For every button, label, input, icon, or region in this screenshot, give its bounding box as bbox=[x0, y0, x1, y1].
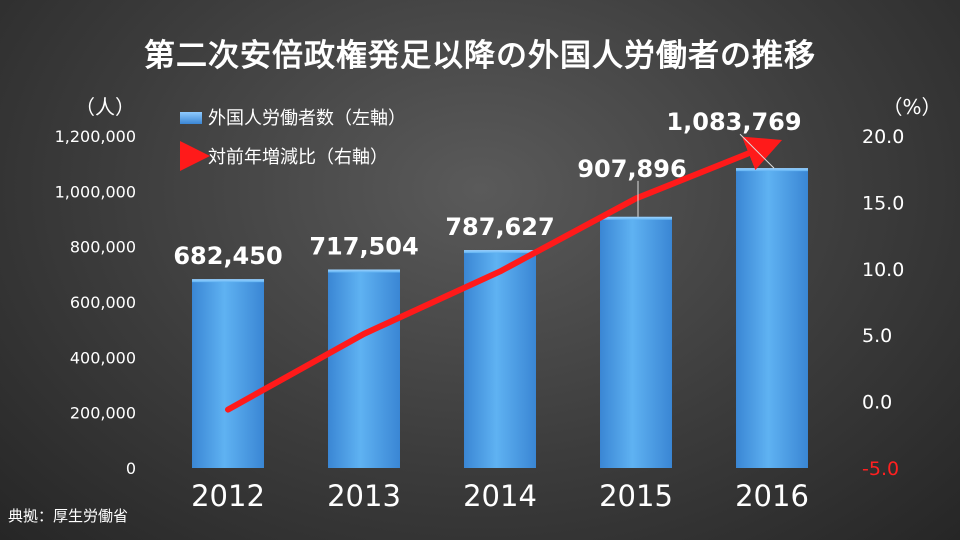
bar-data-label: 907,896 bbox=[577, 155, 686, 183]
left-tick-label: 200,000 bbox=[70, 404, 136, 423]
bar-data-label: 682,450 bbox=[173, 242, 282, 270]
bar bbox=[464, 250, 536, 468]
bar-data-label: 1,083,769 bbox=[666, 108, 801, 136]
left-tick-label: 0 bbox=[126, 459, 136, 478]
left-axis-unit-label: （人） bbox=[75, 95, 135, 119]
bar-highlight bbox=[328, 269, 400, 273]
left-tick-label: 1,200,000 bbox=[55, 127, 136, 146]
left-axis: 0 200,000 400,000 600,000 800,000 1,000,000 1,… bbox=[55, 127, 136, 478]
right-axis-unit-label: （%） bbox=[882, 95, 941, 119]
right-tick-label: 15.0 bbox=[862, 192, 904, 214]
legend: 外国人労働者数（左軸） 対前年増減比（右軸） bbox=[179, 108, 406, 171]
right-tick-label: 0.0 bbox=[862, 392, 892, 414]
chart-title: 第二次安倍政権発足以降の外国人労働者の推移 bbox=[144, 38, 816, 74]
bar-series bbox=[192, 168, 808, 469]
right-axis: -5.0 0.0 5.0 10.0 15.0 20.0 bbox=[862, 126, 904, 480]
legend-bar-label: 外国人労働者数（左軸） bbox=[208, 108, 406, 129]
data-labels: 682,450 717,504 787,627 907,896 1,083,769 bbox=[173, 108, 801, 270]
bar bbox=[736, 168, 808, 469]
x-tick-label: 2016 bbox=[735, 479, 809, 513]
bar-highlight bbox=[600, 216, 672, 220]
left-tick-label: 600,000 bbox=[70, 293, 136, 312]
source-note: 典拠：厚生労働省 bbox=[8, 507, 129, 525]
left-tick-label: 800,000 bbox=[70, 238, 136, 257]
data-label-leader bbox=[739, 133, 775, 169]
left-tick-label: 400,000 bbox=[70, 348, 136, 367]
x-tick-label: 2014 bbox=[463, 479, 537, 513]
bar-highlight bbox=[464, 250, 536, 254]
x-tick-label: 2012 bbox=[191, 479, 265, 513]
x-axis: 2012 2013 2014 2015 2016 bbox=[191, 479, 809, 513]
right-tick-label: 10.0 bbox=[862, 259, 904, 281]
x-tick-label: 2015 bbox=[599, 479, 673, 513]
bar-highlight bbox=[736, 168, 808, 172]
left-tick-label: 1,000,000 bbox=[55, 182, 136, 201]
bar bbox=[600, 216, 672, 468]
legend-line-label: 対前年増減比（右軸） bbox=[208, 147, 388, 168]
bar bbox=[192, 279, 264, 468]
line-series bbox=[225, 136, 783, 413]
right-tick-label: 20.0 bbox=[862, 126, 904, 148]
bar-data-label: 787,627 bbox=[445, 213, 554, 241]
right-tick-label: 5.0 bbox=[862, 325, 892, 347]
bar bbox=[328, 269, 400, 468]
right-tick-label: -5.0 bbox=[862, 458, 899, 480]
legend-bar-swatch bbox=[180, 112, 202, 124]
bar-data-label: 717,504 bbox=[309, 232, 418, 260]
x-tick-label: 2013 bbox=[327, 479, 401, 513]
bar-highlight bbox=[192, 279, 264, 283]
